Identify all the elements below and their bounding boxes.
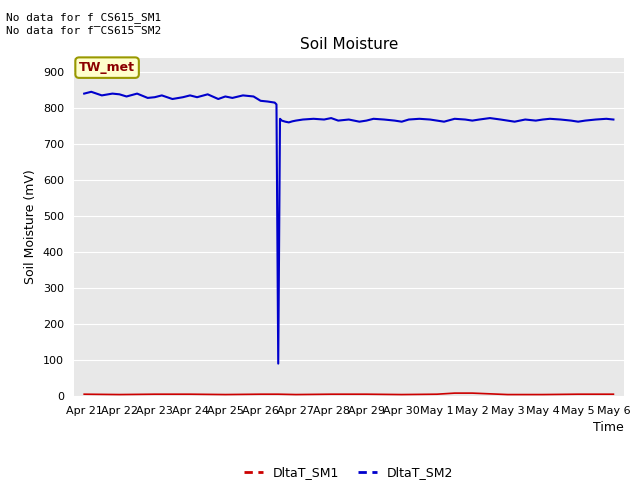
DltaT_SM1 <box>451 390 458 396</box>
DltaT_SM1 <box>81 391 88 397</box>
DltaT_SM1 <box>539 392 547 397</box>
DltaT_SM1 <box>609 391 617 397</box>
Line: DltaT_SM2: DltaT_SM2 <box>84 92 613 364</box>
DltaT_SM1 <box>116 392 124 397</box>
DltaT_SM2 <box>88 89 95 95</box>
Legend: DltaT_SM1, DltaT_SM2: DltaT_SM1, DltaT_SM2 <box>239 461 458 480</box>
DltaT_SM1 <box>151 391 159 397</box>
DltaT_SM1 <box>292 392 300 397</box>
Y-axis label: Soil Moisture (mV): Soil Moisture (mV) <box>24 169 37 284</box>
DltaT_SM2 <box>486 115 494 121</box>
DltaT_SM2 <box>133 91 141 96</box>
DltaT_SM1 <box>257 391 264 397</box>
DltaT_SM1 <box>275 391 282 397</box>
DltaT_SM2 <box>289 119 296 124</box>
DltaT_SM1 <box>186 391 194 397</box>
DltaT_SM1 <box>398 392 406 397</box>
DltaT_SM2 <box>574 119 582 125</box>
DltaT_SM2 <box>310 116 317 122</box>
Line: DltaT_SM1: DltaT_SM1 <box>84 393 613 395</box>
DltaT_SM1 <box>433 391 441 397</box>
DltaT_SM2 <box>158 93 166 98</box>
DltaT_SM1 <box>363 391 371 397</box>
X-axis label: Time: Time <box>593 421 624 434</box>
Text: No data for f CS615_SM1: No data for f CS615_SM1 <box>6 12 162 23</box>
DltaT_SM1 <box>221 392 229 397</box>
Title: Soil Moisture: Soil Moisture <box>300 37 398 52</box>
DltaT_SM2 <box>275 361 282 367</box>
Text: No data for f̅CS615̅SM2: No data for f̅CS615̅SM2 <box>6 26 162 36</box>
DltaT_SM1 <box>574 391 582 397</box>
DltaT_SM1 <box>327 391 335 397</box>
DltaT_SM2 <box>81 91 88 96</box>
DltaT_SM1 <box>504 392 511 397</box>
DltaT_SM2 <box>609 117 617 122</box>
Text: TW_met: TW_met <box>79 61 135 74</box>
DltaT_SM1 <box>468 390 476 396</box>
